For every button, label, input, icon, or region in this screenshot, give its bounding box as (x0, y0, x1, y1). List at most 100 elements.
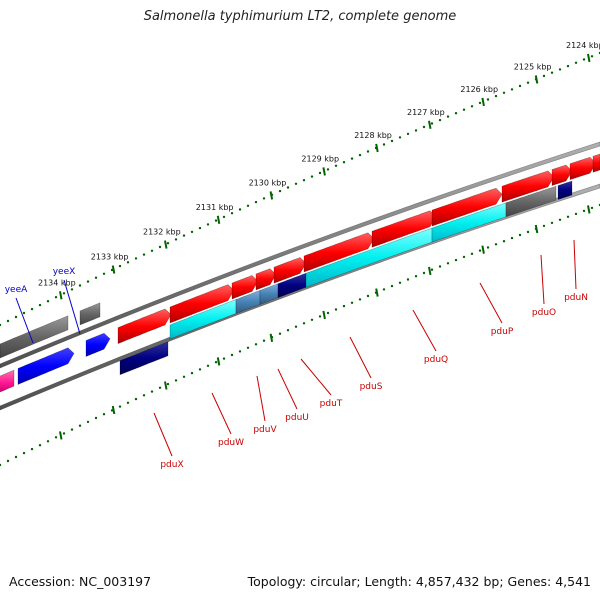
scale-dot (566, 64, 570, 68)
scale-dot (94, 416, 98, 420)
scale-dot (238, 350, 242, 353)
scale-dot (142, 394, 146, 397)
gene-label-yeeX: yeeX (53, 267, 76, 277)
scale-dot (582, 209, 586, 213)
major-tick (216, 215, 221, 224)
leader-line (15, 297, 34, 344)
scale-dot (62, 432, 66, 435)
scale-dot (454, 112, 458, 115)
scale-dot (430, 268, 434, 271)
scale-dot (278, 332, 282, 335)
scale-dot (86, 420, 90, 424)
scale-dot (446, 262, 450, 265)
tick-label: 2127 kbp (407, 108, 445, 117)
scale-dot (342, 161, 346, 164)
gene-label-pduV: pduV (253, 425, 277, 435)
reverse-gene-grey2 (79, 302, 101, 326)
scale-dot (70, 428, 74, 431)
scale-dot (494, 243, 498, 246)
reverse-gene-pduO (505, 185, 557, 218)
scale-dot (166, 242, 170, 245)
backbone-inner (0, 183, 600, 411)
genome-summary: Topology: circular; Length: 4,857,432 bp… (247, 574, 591, 589)
major-tick (375, 143, 379, 153)
scale-dot (422, 271, 426, 275)
scale-ticks: 2124 kbp 2125 kbp 2126 kbp 2127 kbp 2128 kbp… (0, 41, 600, 467)
scale-dot (574, 212, 578, 216)
scale-dot (262, 339, 266, 342)
leader-line (300, 358, 332, 396)
scale-dot (326, 311, 330, 315)
scale-dot (206, 364, 210, 367)
forward-gene-0 (117, 308, 172, 345)
scale-dot (510, 88, 514, 91)
major-tick (481, 97, 485, 107)
scale-dot (0, 463, 2, 467)
inner-tick (587, 205, 591, 214)
scale-dot (582, 58, 586, 61)
scale-dot (550, 221, 554, 225)
scale-dot (318, 171, 322, 175)
forward-gene-yeeX (85, 332, 111, 357)
scale-dot (246, 204, 250, 207)
scale-dot (462, 255, 466, 259)
scale-dot (518, 233, 522, 237)
inner-tick (216, 357, 221, 366)
scale-dot (278, 189, 282, 193)
major-tick (587, 53, 591, 63)
scale-dot (30, 447, 34, 451)
major-tick (269, 191, 274, 200)
scale-dot (422, 125, 426, 129)
scale-dot (478, 249, 482, 252)
scale-dot (22, 451, 26, 455)
scale-dot (174, 238, 178, 241)
scale-dot (430, 122, 434, 125)
scale-dot (398, 281, 402, 284)
forward-gene-11 (592, 153, 600, 173)
scale-dot (470, 252, 474, 255)
scale-dot (78, 424, 82, 427)
scale-dot (438, 118, 442, 122)
forward-gene-8 (501, 170, 555, 203)
scale-dot (590, 55, 594, 58)
scale-dot (6, 459, 10, 463)
scale-dot (254, 200, 258, 204)
scale-dot (486, 246, 490, 249)
scale-dot (158, 386, 162, 389)
scale-dot (302, 322, 306, 325)
scale-dot (158, 245, 162, 249)
scale-dot (502, 240, 506, 243)
scale-dot (102, 413, 106, 416)
scale-dot (14, 455, 18, 459)
scale-dot (358, 298, 362, 301)
scale-dot (334, 164, 338, 167)
scale-dot (86, 280, 90, 283)
scale-dot (94, 276, 98, 279)
scale-dot (134, 257, 138, 260)
scale-dot (350, 301, 354, 304)
gene-labels: pduN pduO pduP pduQ pduS pduT pduU pduV pduW pduX… (5, 239, 588, 470)
major-tick (59, 291, 63, 300)
scale-dot (550, 71, 554, 74)
scale-dot (510, 236, 514, 240)
scale-dot (54, 296, 58, 299)
forward-gene-left (0, 369, 15, 393)
leader-line (412, 309, 437, 352)
inner-tick (59, 431, 63, 440)
scale-dot (206, 223, 210, 226)
scale-dot (334, 308, 338, 311)
scale-dot (342, 304, 346, 308)
scale-dot (366, 150, 370, 153)
scale-dot (182, 375, 186, 378)
forward-gene-5 (303, 232, 375, 273)
forward-gene-2 (231, 275, 259, 300)
scale-dot (30, 307, 34, 311)
major-tick (428, 120, 432, 129)
leader-line (63, 279, 81, 335)
tick-label: 2128 kbp (354, 131, 392, 140)
inner-tick (164, 381, 168, 390)
scale-dot (294, 182, 298, 185)
leader-line (277, 368, 298, 410)
scale-dot (350, 157, 354, 160)
scale-dot (126, 401, 130, 404)
